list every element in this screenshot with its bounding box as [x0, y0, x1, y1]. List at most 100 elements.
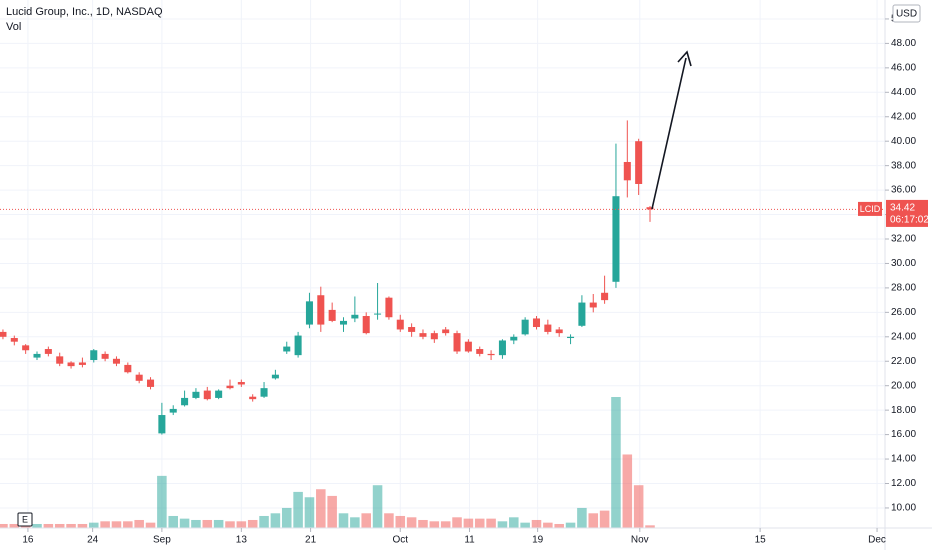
y-tick-label: 22.00: [891, 356, 916, 367]
candle-body: [408, 327, 416, 332]
volume-bar: [316, 489, 326, 528]
volume-bar: [88, 522, 99, 528]
candle-body: [192, 391, 200, 398]
volume-bar: [213, 519, 224, 528]
y-tick-label: 40.00: [891, 136, 916, 147]
volume-bar: [395, 515, 406, 528]
volume-bar: [384, 513, 394, 528]
candle-body: [374, 313, 382, 315]
chart-title: Lucid Group, Inc., 1D, NASDAQ: [6, 6, 163, 18]
y-tick-label: 46.00: [891, 62, 916, 73]
volume-bar: [622, 454, 633, 528]
y-tick-label: 32.00: [891, 234, 916, 245]
candle-body: [578, 302, 586, 326]
candle-body: [226, 385, 234, 389]
candle-body: [317, 295, 325, 325]
candle-body: [158, 415, 166, 434]
volume-bar: [202, 519, 213, 528]
volume-bar: [270, 513, 281, 528]
candle-body: [112, 358, 120, 364]
candle-body: [646, 207, 654, 210]
candle-body: [135, 374, 143, 381]
y-tick-label: 42.00: [891, 111, 916, 122]
candle-body: [0, 331, 7, 337]
volume-bar: [361, 513, 371, 528]
volume-bar: [588, 513, 599, 528]
volume-bar: [66, 523, 76, 528]
candle-body: [124, 364, 132, 373]
y-tick-label: 48.00: [891, 38, 916, 49]
volume-bar: [599, 510, 610, 528]
candle-body: [498, 340, 506, 356]
volume-label: Vol: [6, 21, 21, 33]
volume-bar: [168, 515, 178, 528]
y-tick-label: 36.00: [891, 185, 916, 196]
volume-bar: [418, 519, 428, 528]
volume-bar: [406, 517, 417, 528]
volume-bar: [9, 523, 20, 528]
volume-bar: [236, 521, 247, 528]
volume-bar: [247, 519, 258, 528]
price-box: [886, 199, 928, 227]
candle-body: [44, 349, 52, 354]
candle-body: [339, 320, 348, 325]
y-tick-label: 20.00: [891, 380, 916, 391]
candle-body: [169, 408, 177, 413]
volume-bar: [293, 491, 303, 528]
volume-bar: [577, 507, 587, 528]
candle-body: [215, 390, 223, 398]
candle-body: [56, 356, 64, 364]
candle-body: [623, 161, 631, 181]
y-tick-label: 30.00: [891, 258, 916, 269]
volume-bar: [611, 397, 621, 528]
volume-bar: [633, 485, 644, 528]
symbol-box: [858, 201, 882, 216]
volume-layer: [0, 397, 655, 528]
candle-body: [476, 349, 484, 354]
candle-body: [385, 297, 393, 318]
candle-body: [294, 335, 302, 356]
volume-bar: [191, 519, 201, 528]
earnings-marker[interactable]: [17, 512, 33, 527]
currency[interactable]: USD: [896, 9, 917, 20]
volume-bar: [440, 521, 451, 528]
candle-body: [510, 336, 518, 341]
candle-layer: [0, 120, 885, 435]
candle-body: [22, 345, 30, 351]
volume-bar: [54, 523, 65, 528]
x-tick-label: Sep: [153, 535, 171, 546]
volume-bar: [463, 518, 474, 528]
earnings-marker-text[interactable]: E: [22, 514, 28, 524]
volume-bar: [157, 475, 167, 528]
volume-bar: [372, 485, 383, 528]
candle-body: [612, 196, 620, 282]
volume-bar: [520, 522, 530, 528]
volume-bar: [145, 522, 156, 528]
last-price-label: LCID 34.42 06:17:02: [858, 199, 929, 227]
candle-body: [271, 374, 279, 379]
volume-bar: [77, 523, 88, 528]
volume-bar: [225, 521, 235, 528]
x-tick-label: 11: [464, 535, 475, 546]
candle-body: [532, 318, 541, 328]
candle-body: [237, 382, 245, 385]
x-tick-label: 21: [305, 535, 317, 546]
candle-body: [67, 362, 75, 367]
currency-box[interactable]: [892, 4, 921, 23]
candle-body: [351, 314, 359, 319]
volume-bar: [281, 507, 292, 528]
x-tick-label: 13: [236, 535, 248, 546]
candle-body: [635, 141, 643, 184]
y-tick-label: 16.00: [891, 429, 916, 440]
y-tick-label: 10.00: [891, 503, 916, 514]
candle-body: [305, 301, 313, 325]
candle-body: [453, 333, 461, 352]
annotation-arrowhead: [677, 50, 692, 67]
y-tick-label: 26.00: [891, 307, 916, 318]
volume-bar: [338, 513, 349, 528]
volume-bar: [43, 523, 54, 528]
candle-body: [33, 353, 41, 358]
volume-bar: [486, 518, 496, 528]
